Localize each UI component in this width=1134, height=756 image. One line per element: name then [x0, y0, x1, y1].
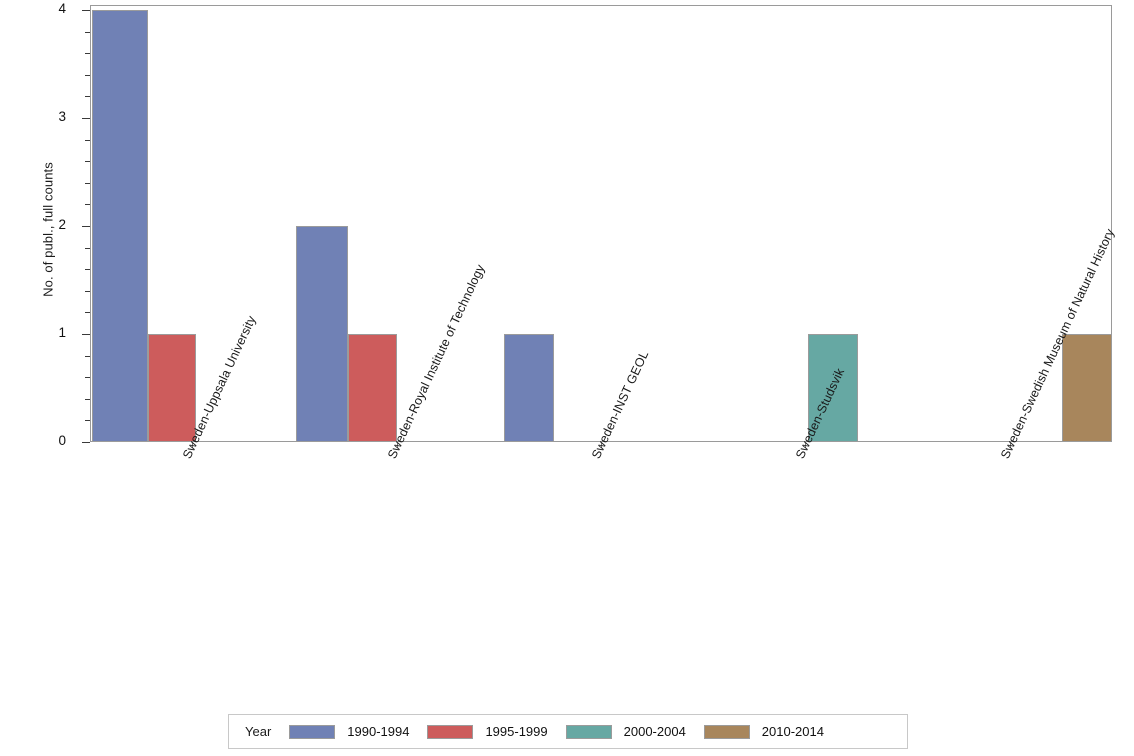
plot-area	[90, 5, 1112, 442]
x-tick	[805, 443, 806, 448]
legend-label: 1990-1994	[347, 724, 410, 739]
legend-entries: 1990-1994 1995-1999 2000-2004 2010-2014	[289, 724, 842, 739]
y-tick-label: 1	[58, 325, 66, 340]
legend-entry[interactable]: 1990-1994	[289, 724, 409, 739]
y-tick-minor	[85, 204, 90, 206]
y-tick-label: 0	[58, 433, 66, 448]
y-tick-minor	[85, 247, 90, 249]
x-tick	[1010, 443, 1011, 448]
y-tick-minor	[85, 269, 90, 271]
y-tick-minor	[85, 377, 90, 379]
y-tick-major	[82, 442, 90, 443]
y-tick-minor	[85, 74, 90, 76]
y-tick-minor	[85, 398, 90, 400]
x-tick	[397, 443, 398, 448]
y-tick-minor	[85, 312, 90, 314]
y-tick-major	[82, 334, 90, 335]
legend-label: 2010-2014	[761, 724, 824, 739]
legend-entry[interactable]: 1995-1999	[427, 724, 548, 739]
bar[interactable]	[504, 334, 554, 442]
legend-label: 2000-2004	[623, 724, 686, 739]
y-tick-major	[82, 226, 90, 227]
legend-entry[interactable]: 2010-2014	[703, 724, 824, 739]
legend: Year 1990-1994 1995-1999 2000-2004 2010-201…	[228, 714, 908, 749]
y-tick-minor	[85, 290, 90, 292]
y-tick-minor	[85, 139, 90, 141]
legend-swatch	[427, 724, 474, 739]
y-tick-major	[82, 10, 90, 11]
y-tick-minor	[85, 31, 90, 33]
x-tick	[601, 443, 602, 448]
y-tick-label: 2	[58, 217, 66, 232]
y-tick-minor	[85, 53, 90, 55]
bar[interactable]	[148, 334, 196, 442]
bar[interactable]	[92, 10, 148, 442]
y-tick-minor	[85, 355, 90, 357]
legend-title: Year	[245, 724, 272, 739]
y-tick-label: 3	[58, 109, 66, 124]
y-tick-major	[82, 118, 90, 119]
legend-swatch	[565, 724, 612, 739]
bar[interactable]	[808, 334, 858, 442]
bar[interactable]	[348, 334, 397, 442]
legend-label: 1995-1999	[485, 724, 548, 739]
bar[interactable]	[296, 226, 348, 442]
legend-entry[interactable]: 2000-2004	[565, 724, 686, 739]
bar[interactable]	[1062, 334, 1112, 442]
legend-swatch	[703, 724, 750, 739]
y-tick-minor	[85, 96, 90, 98]
y-tick-minor	[85, 420, 90, 422]
y-tick-minor	[85, 182, 90, 184]
legend-swatch	[289, 724, 336, 739]
x-tick	[192, 443, 193, 448]
y-tick-label: 4	[58, 1, 66, 16]
y-tick-minor	[85, 161, 90, 163]
